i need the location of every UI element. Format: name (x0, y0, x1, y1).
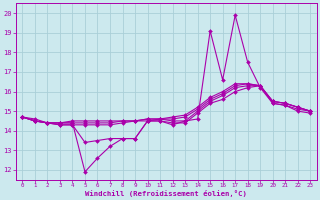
X-axis label: Windchill (Refroidissement éolien,°C): Windchill (Refroidissement éolien,°C) (85, 190, 247, 197)
